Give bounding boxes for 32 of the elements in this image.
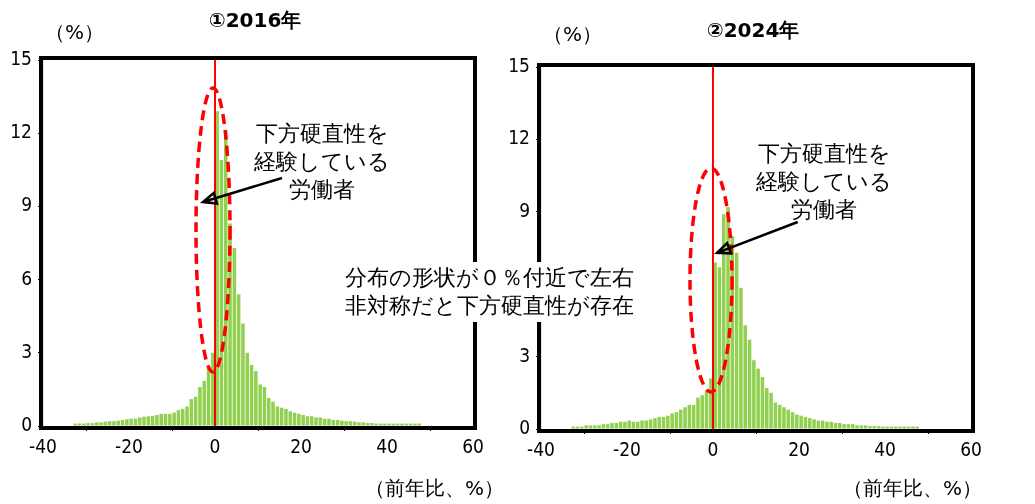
annotation: 下方硬直性を経験している労働者	[755, 140, 894, 224]
x-tick-label: 20	[788, 438, 810, 461]
y-tick-label: 3	[21, 339, 32, 362]
y-tick-label: 6	[21, 266, 32, 289]
x-tick-label: -20	[115, 435, 143, 458]
x-tick-label: 0	[209, 435, 221, 458]
chart-title: ①2016年	[208, 8, 302, 32]
y-tick-label: 9	[519, 198, 530, 221]
y-tick-label: 0	[519, 415, 530, 438]
y-tick-label: 15	[10, 46, 32, 69]
y-tick-label: 3	[519, 343, 530, 366]
x-tick-label: -20	[613, 438, 641, 461]
y-tick-label: 0	[21, 412, 32, 435]
x-tick-label: -40	[29, 435, 57, 458]
x-tick-label: 20	[290, 435, 312, 458]
x-tick-label: -40	[527, 438, 555, 461]
x-axis-title: （前年比、%）	[843, 476, 983, 500]
x-tick-label: 40	[376, 435, 398, 458]
y-axis-title: （%）	[543, 22, 603, 46]
annotation: 分布の形状が０％付近で左右非対称だと下方硬直性が存在	[343, 262, 636, 322]
x-tick-label: 40	[874, 438, 896, 461]
y-tick-label: 12	[508, 126, 530, 149]
y-tick-label: 12	[10, 120, 32, 143]
x-tick-label: 0	[707, 438, 719, 461]
x-tick-label: 60	[462, 435, 484, 458]
y-tick-label: 15	[508, 53, 530, 76]
chart-title: ②2024年	[706, 18, 800, 42]
y-axis-title: （%）	[45, 20, 105, 44]
x-tick-label: 60	[960, 438, 982, 461]
x-axis-title: （前年比、%）	[365, 476, 505, 500]
y-tick-label: 9	[21, 193, 32, 216]
annotation: 下方硬直性を経験している労働者	[253, 120, 392, 204]
